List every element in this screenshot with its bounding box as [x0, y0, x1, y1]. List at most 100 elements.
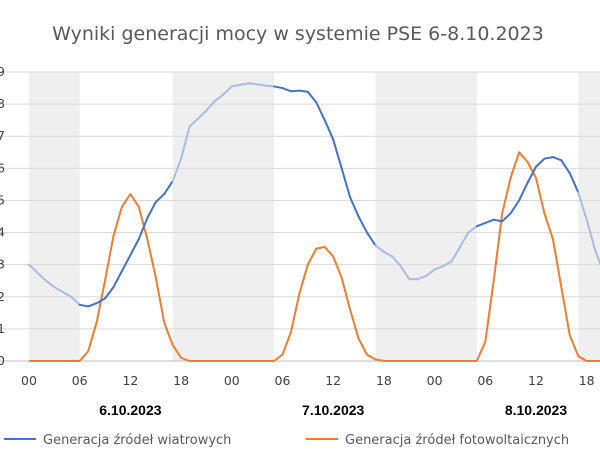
series-0-segment — [180, 125, 191, 160]
y-tick-label: 0 — [0, 353, 5, 368]
series-0-segment — [467, 225, 478, 234]
legend-label-solar: Generacja źródeł fotowoltaicznych — [345, 433, 569, 448]
series-0-segment — [366, 231, 377, 247]
series-0-segment — [340, 167, 352, 199]
series-0-segment — [129, 237, 140, 257]
x-tick-label: 06 — [275, 373, 291, 388]
series-0-segment — [560, 159, 571, 175]
x-tick-label: 18 — [579, 373, 595, 388]
series-0-segment — [484, 218, 495, 224]
y-axis-ticks: 0 1 2 3 4 5 6 7 8 9 — [0, 64, 5, 368]
x-tick-label: 00 — [427, 373, 443, 388]
series-0-segment — [442, 260, 453, 268]
series-0-segment — [543, 156, 554, 160]
series-0-segment — [518, 181, 529, 202]
series-0-segment — [433, 265, 445, 271]
series-0-segment — [458, 231, 470, 249]
series-0-segment — [213, 93, 225, 102]
x-tick-label: 12 — [528, 373, 544, 388]
series-0-segment — [374, 244, 385, 253]
series-0-segment — [509, 199, 521, 215]
night-band-3 — [578, 72, 600, 361]
series-0-segment — [475, 221, 487, 228]
series-0-segment — [256, 83, 267, 87]
legend-label-wind: Generacja źródeł wiatrowych — [43, 433, 231, 448]
series-0-segment — [315, 101, 326, 122]
date-label: 6.10.2023 — [99, 402, 161, 418]
series-0-segment — [281, 87, 292, 93]
date-label: 8.10.2023 — [505, 402, 567, 418]
series-0-segment — [273, 85, 284, 90]
series-0-segment — [535, 157, 546, 168]
series-0-segment — [289, 89, 301, 93]
series-0-segment — [568, 172, 580, 194]
chart-title: Wyniki generacji mocy w systemie PSE 6-8… — [52, 23, 544, 45]
series-1-line — [29, 151, 600, 362]
series-0-segment — [577, 191, 588, 221]
series-0-segment — [70, 295, 81, 306]
series-0-segment — [154, 193, 166, 204]
x-tick-label: 00 — [224, 373, 240, 388]
series-0-segment — [551, 156, 563, 162]
series-0-segment — [425, 268, 436, 277]
x-tick-label: 12 — [325, 373, 341, 388]
series-0-segment — [163, 180, 174, 196]
series-0-segment — [171, 157, 183, 183]
series-0-segment — [349, 196, 360, 218]
series-0-segment — [247, 82, 259, 86]
night-band-0 — [29, 72, 80, 361]
series-0-segment — [78, 303, 90, 308]
y-tick-label: 5 — [0, 192, 5, 207]
series-0-segment — [298, 89, 309, 93]
series-0-segment — [332, 138, 343, 170]
series-0-segment — [264, 84, 276, 88]
y-tick-label: 7 — [0, 128, 5, 143]
series-0-segment — [382, 250, 394, 258]
series-0-segment — [28, 263, 39, 274]
series-0-segment — [137, 217, 149, 240]
x-tick-label: 18 — [376, 373, 392, 388]
x-tick-label: 12 — [122, 373, 138, 388]
series-0-segment — [146, 201, 157, 220]
series-0-segment — [391, 255, 402, 268]
y-tick-label: 2 — [0, 289, 5, 304]
series-0-segment — [357, 215, 368, 234]
series-0-segment — [95, 297, 107, 305]
series-0-segment — [112, 270, 123, 289]
date-labels: 6.10.2023 7.10.2023 8.10.2023 — [99, 402, 567, 418]
night-band-2 — [375, 72, 477, 361]
y-tick-label: 9 — [0, 64, 5, 79]
series-0-segment — [399, 265, 411, 281]
series-0-segment — [120, 254, 132, 273]
series-0-segment — [416, 274, 428, 281]
y-tick-label: 3 — [0, 257, 5, 272]
series-0-segment — [188, 117, 199, 128]
series-0-segment — [36, 271, 47, 282]
y-tick-label: 6 — [0, 160, 5, 175]
series-0-segment — [585, 218, 597, 252]
y-tick-label: 4 — [0, 225, 5, 240]
series-0-segment — [230, 83, 242, 88]
series-0-segment — [104, 286, 115, 300]
series-0-segment — [526, 165, 537, 184]
series-0-segment — [323, 119, 335, 141]
x-tick-label: 00 — [21, 373, 37, 388]
night-shading — [29, 72, 600, 361]
series-0-segment — [492, 218, 504, 223]
series-0-segment — [87, 302, 98, 308]
gridlines — [0, 71, 600, 362]
series-0-segment — [53, 286, 64, 293]
night-band-1 — [172, 72, 275, 361]
legend: Generacja źródeł wiatrowych Generacja źr… — [4, 433, 569, 448]
y-tick-label: 1 — [0, 321, 5, 336]
series-lines — [28, 82, 600, 362]
series-0-segment — [501, 212, 512, 223]
series-0-segment — [44, 279, 56, 289]
series-0-segment — [306, 90, 318, 104]
x-tick-label: 18 — [173, 373, 189, 388]
x-axis-ticks: 00 06 12 18 00 06 12 18 00 06 12 18 — [21, 373, 595, 388]
series-0-segment — [594, 249, 600, 266]
series-0-segment — [222, 85, 233, 96]
series-0-segment — [61, 290, 73, 298]
